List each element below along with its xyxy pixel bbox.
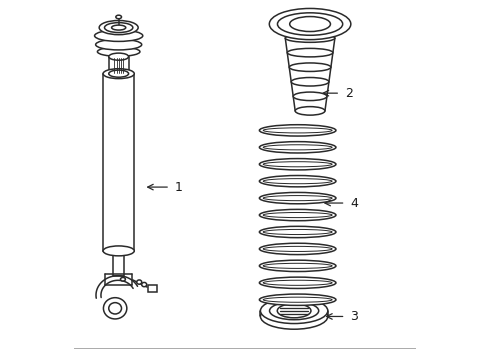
Ellipse shape xyxy=(259,193,335,204)
Ellipse shape xyxy=(259,210,335,221)
Bar xyxy=(113,251,124,276)
Ellipse shape xyxy=(263,179,331,184)
Ellipse shape xyxy=(142,283,146,287)
Ellipse shape xyxy=(103,298,126,319)
Ellipse shape xyxy=(108,70,128,77)
Ellipse shape xyxy=(277,304,310,318)
Ellipse shape xyxy=(96,39,142,50)
Ellipse shape xyxy=(259,226,335,238)
Ellipse shape xyxy=(269,8,350,40)
Ellipse shape xyxy=(108,303,121,314)
Ellipse shape xyxy=(263,297,331,302)
Ellipse shape xyxy=(259,125,335,136)
Ellipse shape xyxy=(269,302,318,320)
Ellipse shape xyxy=(285,34,334,42)
Text: 1: 1 xyxy=(174,181,182,194)
Ellipse shape xyxy=(263,162,331,167)
Ellipse shape xyxy=(263,263,331,269)
Ellipse shape xyxy=(259,158,335,170)
Ellipse shape xyxy=(295,107,325,115)
Text: 4: 4 xyxy=(349,197,357,210)
Text: 2: 2 xyxy=(344,87,352,100)
Ellipse shape xyxy=(263,145,331,150)
Ellipse shape xyxy=(263,246,331,252)
Ellipse shape xyxy=(259,294,335,305)
Text: 3: 3 xyxy=(349,310,357,323)
Ellipse shape xyxy=(259,277,335,288)
Ellipse shape xyxy=(260,304,327,329)
Ellipse shape xyxy=(286,48,332,57)
Ellipse shape xyxy=(263,229,331,234)
Ellipse shape xyxy=(263,212,331,217)
Ellipse shape xyxy=(263,280,331,285)
Ellipse shape xyxy=(277,13,342,35)
Ellipse shape xyxy=(259,176,335,187)
Ellipse shape xyxy=(288,63,330,71)
Ellipse shape xyxy=(103,69,134,78)
Ellipse shape xyxy=(263,128,331,133)
Ellipse shape xyxy=(289,17,330,32)
Ellipse shape xyxy=(263,195,331,201)
Ellipse shape xyxy=(120,278,125,281)
Ellipse shape xyxy=(137,280,142,284)
Ellipse shape xyxy=(260,298,327,324)
Ellipse shape xyxy=(291,77,328,86)
Ellipse shape xyxy=(116,15,121,19)
Bar xyxy=(103,74,134,251)
Bar xyxy=(108,57,128,74)
Bar xyxy=(147,285,157,292)
Ellipse shape xyxy=(108,53,128,60)
Ellipse shape xyxy=(259,243,335,255)
Ellipse shape xyxy=(104,23,133,32)
Ellipse shape xyxy=(259,260,335,271)
Ellipse shape xyxy=(94,30,142,41)
Ellipse shape xyxy=(111,25,125,30)
Ellipse shape xyxy=(103,246,134,256)
Ellipse shape xyxy=(97,47,140,56)
Ellipse shape xyxy=(99,21,138,35)
Ellipse shape xyxy=(259,141,335,153)
Ellipse shape xyxy=(293,92,326,100)
